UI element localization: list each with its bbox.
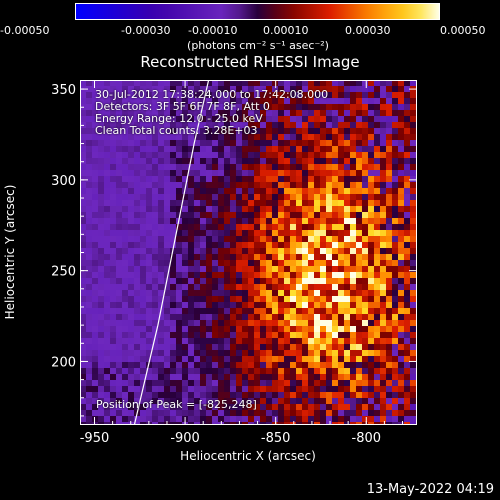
plot-area: [80, 80, 417, 425]
colorbar-tick: -0.00050: [0, 24, 50, 37]
annotation-energy-range: Energy Range: 12.0 - 25.0 keV: [95, 112, 263, 125]
heatmap-image: [80, 80, 417, 425]
colorbar-tick: 0.00050: [440, 24, 486, 37]
x-tick-label: -900: [170, 431, 200, 446]
y-tick-label: 350: [51, 83, 76, 98]
solar-limb-curve: [133, 80, 210, 425]
colorbar-gradient: [75, 3, 440, 20]
footer-date: 13-May-2022 04:19: [366, 482, 494, 497]
peak-position-label: Position of Peak = [-825,248]: [96, 398, 257, 411]
annotation-detectors: Detectors: 3F 5F 6F 7F 8F, Att 0: [95, 100, 270, 113]
solar-limb: [133, 80, 210, 425]
annotation-clean-counts: Clean Total counts: 3.28E+03: [95, 124, 258, 137]
colorbar-tick: 0.00030: [345, 24, 391, 37]
x-axis-label: Heliocentric X (arcsec): [180, 449, 316, 463]
colorbar-tick: -0.00030: [121, 24, 171, 37]
x-tick-label: -950: [80, 431, 110, 446]
y-axis-label: Heliocentric Y (arcsec): [3, 184, 17, 320]
annotation-time-range: 30-Jul-2012 17:38:24.000 to 17:42:08.000: [95, 88, 329, 101]
colorbar-units: (photons cm⁻² s⁻¹ asec⁻²): [187, 39, 329, 52]
x-tick-label: -850: [261, 431, 291, 446]
colorbar-tick: -0.00010: [188, 24, 238, 37]
y-tick-label: 200: [51, 355, 76, 370]
y-tick-label: 250: [51, 265, 76, 280]
colorbar-tick: 0.00010: [263, 24, 309, 37]
chart-title: Reconstructed RHESSI Image: [140, 53, 360, 71]
x-tick-label: -800: [352, 431, 382, 446]
y-tick-label: 300: [51, 174, 76, 189]
